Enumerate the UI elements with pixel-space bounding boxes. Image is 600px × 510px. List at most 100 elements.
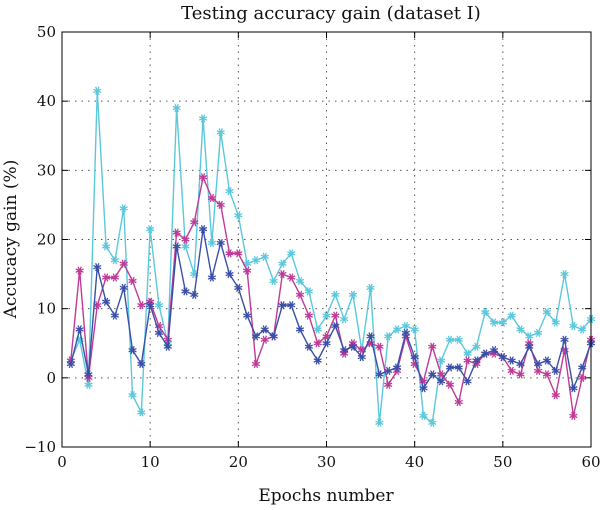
- data-point-marker: [234, 249, 243, 258]
- data-point-marker: [110, 273, 120, 282]
- data-point-marker: [454, 363, 463, 372]
- data-point-marker: [260, 252, 269, 261]
- data-point-marker: [454, 397, 463, 407]
- data-point-marker: [278, 259, 287, 268]
- data-point-marker: [84, 370, 93, 379]
- data-point-marker: [542, 307, 552, 317]
- data-point-marker: [331, 321, 340, 331]
- data-point-marker: [137, 359, 146, 369]
- data-point-marker: [119, 259, 128, 268]
- data-point-marker: [154, 328, 164, 338]
- data-point-marker: [163, 342, 172, 351]
- data-point-marker: [419, 377, 428, 386]
- y-tick-label: −10: [24, 438, 56, 456]
- data-point-marker: [146, 297, 155, 306]
- data-point-marker: [410, 325, 419, 334]
- data-point-marker: [251, 256, 261, 265]
- x-tick-label: 0: [57, 453, 67, 471]
- data-point-marker: [190, 218, 199, 227]
- data-point-marker: [340, 314, 349, 324]
- data-point-marker: [260, 335, 269, 344]
- data-point-marker: [190, 269, 199, 279]
- data-point-marker: [128, 276, 137, 286]
- data-point-marker: [525, 339, 534, 348]
- data-point-marker: [93, 86, 102, 95]
- data-point-marker: [172, 103, 181, 113]
- y-tick-label: 20: [37, 231, 56, 249]
- x-tick-label: 40: [405, 453, 424, 471]
- data-point-marker: [198, 114, 208, 123]
- chart-title: Testing accuracy gain (dataset I): [181, 3, 481, 24]
- series-line: [70, 174, 592, 417]
- data-point-marker: [463, 349, 472, 358]
- data-point-marker: [313, 325, 322, 334]
- data-point-marker: [357, 346, 366, 355]
- y-axis-label: Accucacy gain (%): [1, 160, 21, 320]
- data-point-marker: [472, 356, 481, 365]
- data-point-marker: [392, 363, 402, 372]
- x-tick-label: 20: [229, 453, 248, 471]
- data-point-marker: [225, 269, 234, 279]
- data-point-marker: [578, 325, 587, 334]
- data-point-marker: [384, 366, 393, 376]
- data-point-marker: [516, 325, 525, 334]
- data-point-marker: [569, 384, 578, 393]
- data-point-marker: [137, 301, 146, 310]
- data-point-marker: [357, 352, 366, 362]
- data-point-marker: [392, 325, 402, 334]
- data-point-marker: [445, 363, 455, 372]
- data-point-marker: [295, 276, 305, 286]
- data-point-marker: [304, 311, 313, 320]
- data-point-marker: [251, 359, 261, 369]
- data-point-marker: [525, 332, 534, 341]
- data-point-marker: [410, 352, 419, 362]
- data-point-marker: [401, 332, 410, 341]
- data-point-marker: [295, 325, 305, 334]
- data-point-marker: [287, 249, 296, 258]
- data-point-marker: [375, 370, 384, 379]
- data-point-marker: [181, 287, 190, 296]
- data-point-marker: [410, 359, 419, 369]
- data-point-marker: [472, 359, 481, 369]
- data-point-marker: [401, 328, 410, 338]
- data-point-marker: [110, 256, 120, 265]
- data-point-marker: [560, 335, 569, 344]
- data-point-marker: [428, 342, 437, 351]
- data-point-marker: [578, 363, 587, 372]
- data-point-marker: [445, 335, 455, 344]
- data-point-marker: [119, 283, 128, 293]
- data-point-marker: [75, 266, 84, 275]
- data-point-marker: [454, 335, 463, 344]
- data-point-marker: [198, 173, 208, 182]
- data-point-marker: [243, 266, 252, 275]
- data-point-marker: [419, 411, 428, 421]
- data-point-marker: [481, 307, 490, 317]
- data-point-marker: [198, 224, 208, 234]
- data-point-marker: [348, 339, 358, 348]
- data-point-marker: [489, 346, 499, 355]
- data-point-marker: [366, 332, 375, 341]
- data-point-marker: [463, 377, 472, 386]
- data-point-marker: [419, 384, 428, 393]
- data-point-marker: [489, 349, 499, 358]
- data-point-marker: [172, 242, 181, 251]
- y-tick-label: 10: [37, 300, 56, 318]
- data-point-marker: [551, 318, 560, 327]
- data-point-marker: [190, 290, 199, 299]
- data-point-marker: [533, 328, 543, 338]
- data-point-marker: [428, 370, 437, 379]
- data-point-marker: [234, 283, 243, 293]
- data-point-marker: [569, 411, 578, 421]
- data-point-marker: [278, 269, 287, 279]
- data-point-marker: [243, 259, 252, 268]
- data-point-marker: [498, 318, 507, 327]
- data-point-marker: [84, 373, 93, 382]
- data-point-marker: [560, 346, 569, 355]
- data-point-marker: [322, 311, 331, 320]
- data-point-marker: [234, 211, 243, 220]
- data-point-marker: [216, 200, 225, 210]
- data-point-marker: [313, 356, 322, 365]
- data-point-marker: [516, 370, 525, 379]
- y-tick-label: 0: [46, 369, 56, 387]
